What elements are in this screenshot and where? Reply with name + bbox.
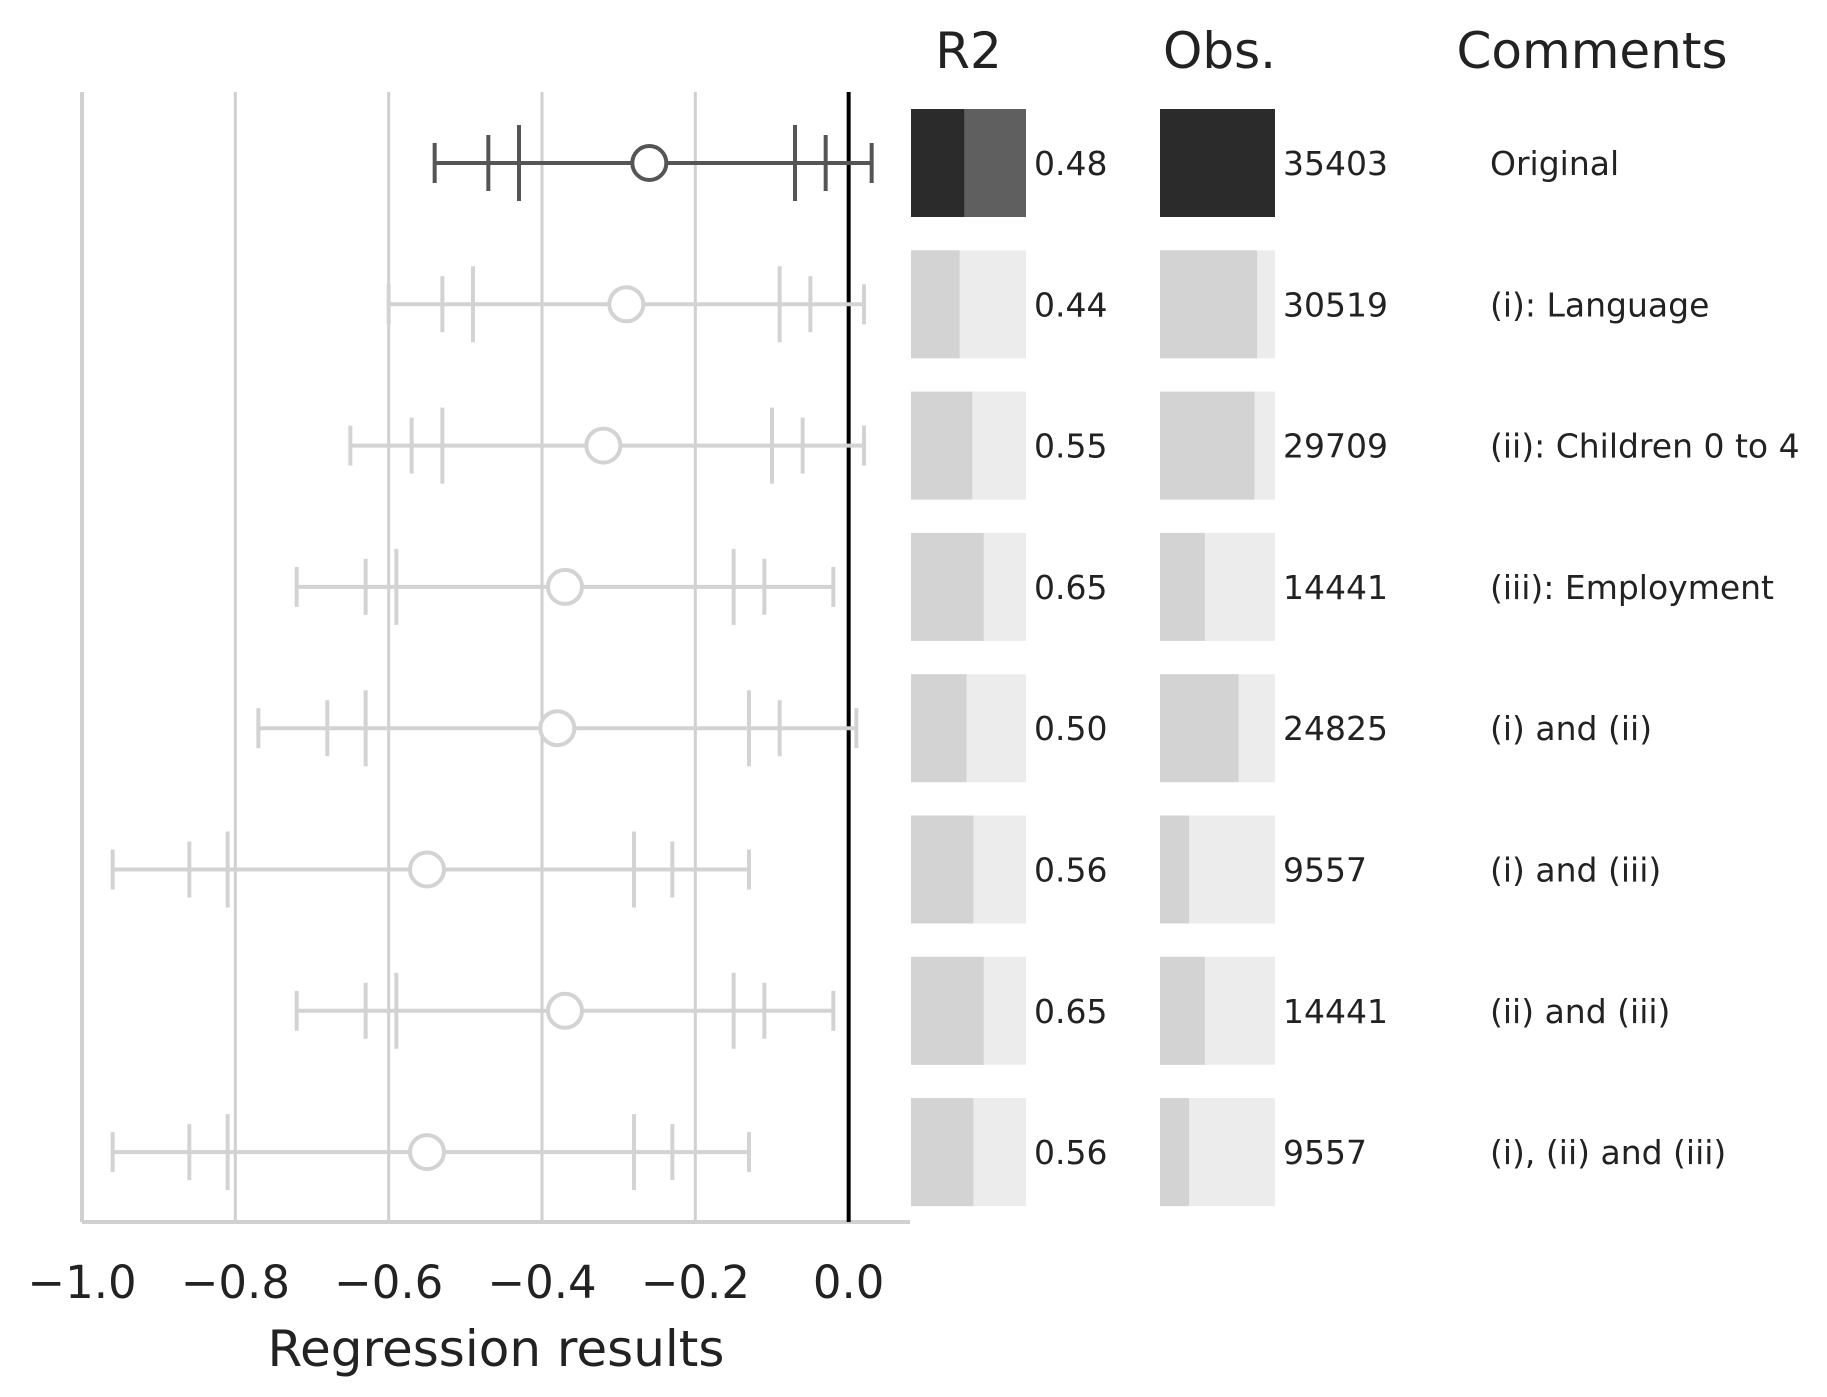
obs-value: 30519	[1283, 285, 1388, 324]
r2-bar-fill	[911, 391, 973, 500]
obs-value: 14441	[1283, 568, 1388, 607]
comment-label: (ii): Children 0 to 4	[1490, 427, 1800, 466]
row-2: 0.55 29709 (ii): Children 0 to 4	[348, 391, 1800, 500]
comment-label: (i): Language	[1490, 285, 1709, 324]
grid-layer	[80, 92, 697, 1222]
r2-bar-fill	[911, 1098, 974, 1207]
r2-column-header: R2	[935, 22, 1002, 80]
comment-label: (i), (ii) and (iii)	[1490, 1133, 1726, 1172]
r2-bar-fill	[911, 674, 967, 783]
obs-value: 14441	[1283, 992, 1388, 1031]
r2-value: 0.44	[1034, 285, 1107, 324]
r2-value: 0.56	[1034, 1133, 1107, 1172]
comments-column-header: Comments	[1456, 22, 1727, 80]
x-tick-label: −0.4	[487, 1256, 596, 1309]
obs-value: 24825	[1283, 709, 1388, 748]
obs-value: 29709	[1283, 427, 1388, 466]
x-axis-label: Regression results	[268, 1320, 725, 1378]
x-tick-label: 0.0	[813, 1256, 885, 1309]
estimate-marker	[408, 850, 446, 889]
row-6: 0.65 14441 (ii) and (iii)	[294, 956, 1670, 1065]
r2-bar-fill	[911, 815, 974, 924]
comment-label: Original	[1490, 144, 1619, 183]
obs-bar-fill	[1160, 956, 1205, 1065]
estimate-marker	[607, 285, 646, 324]
r2-value: 0.65	[1034, 992, 1107, 1031]
comment-label: (iii): Employment	[1490, 568, 1774, 607]
x-tick-label: −0.8	[181, 1256, 290, 1309]
obs-bar-fill	[1160, 109, 1275, 217]
row-4: 0.50 24825 (i) and (ii)	[256, 674, 1652, 783]
row-5: 0.56 9557 (i) and (iii)	[110, 815, 1661, 924]
r2-value: 0.55	[1034, 427, 1107, 466]
r2-value: 0.65	[1034, 568, 1107, 607]
obs-column-header: Obs.	[1163, 22, 1276, 80]
obs-value: 9557	[1283, 1133, 1367, 1172]
x-tick-label: −0.2	[641, 1256, 750, 1309]
obs-bar-fill	[1160, 391, 1255, 500]
estimate-marker	[546, 991, 584, 1030]
r2-bar-fill	[911, 250, 960, 359]
r2-value: 0.50	[1034, 709, 1107, 748]
estimate-marker	[538, 709, 577, 748]
comment-label: (i) and (iii)	[1490, 851, 1661, 890]
estimate-marker	[584, 426, 623, 465]
obs-bar-fill	[1160, 250, 1258, 359]
row-7: 0.56 9557 (i), (ii) and (iii)	[110, 1098, 1726, 1207]
x-tick-label: −0.6	[334, 1256, 443, 1309]
obs-value: 9557	[1283, 851, 1367, 890]
estimate-marker	[546, 567, 584, 606]
row-1: 0.44 30519 (i): Language	[386, 250, 1709, 359]
r2-bar-fill	[911, 956, 984, 1065]
estimate-marker	[408, 1133, 446, 1172]
obs-bar-fill	[1160, 1098, 1190, 1207]
row-0: 0.48 35403 Original	[432, 109, 1619, 217]
r2-value: 0.48	[1034, 144, 1107, 183]
r2-bar-fill	[911, 109, 965, 217]
r2-value: 0.56	[1034, 851, 1107, 890]
x-tick-label: −1.0	[27, 1256, 136, 1309]
estimate-marker	[630, 144, 669, 182]
row-3: 0.65 14441 (iii): Employment	[294, 532, 1774, 641]
obs-bar-fill	[1160, 815, 1190, 924]
obs-value: 35403	[1283, 144, 1388, 183]
obs-bar-fill	[1160, 532, 1205, 641]
r2-bar-fill	[911, 532, 984, 641]
comment-label: (i) and (ii)	[1490, 709, 1652, 748]
comment-label: (ii) and (iii)	[1490, 992, 1670, 1031]
x-tick-labels: −1.0 −0.8 −0.6 −0.4 −0.2 0.0	[27, 1256, 884, 1309]
obs-bar-fill	[1160, 674, 1239, 783]
